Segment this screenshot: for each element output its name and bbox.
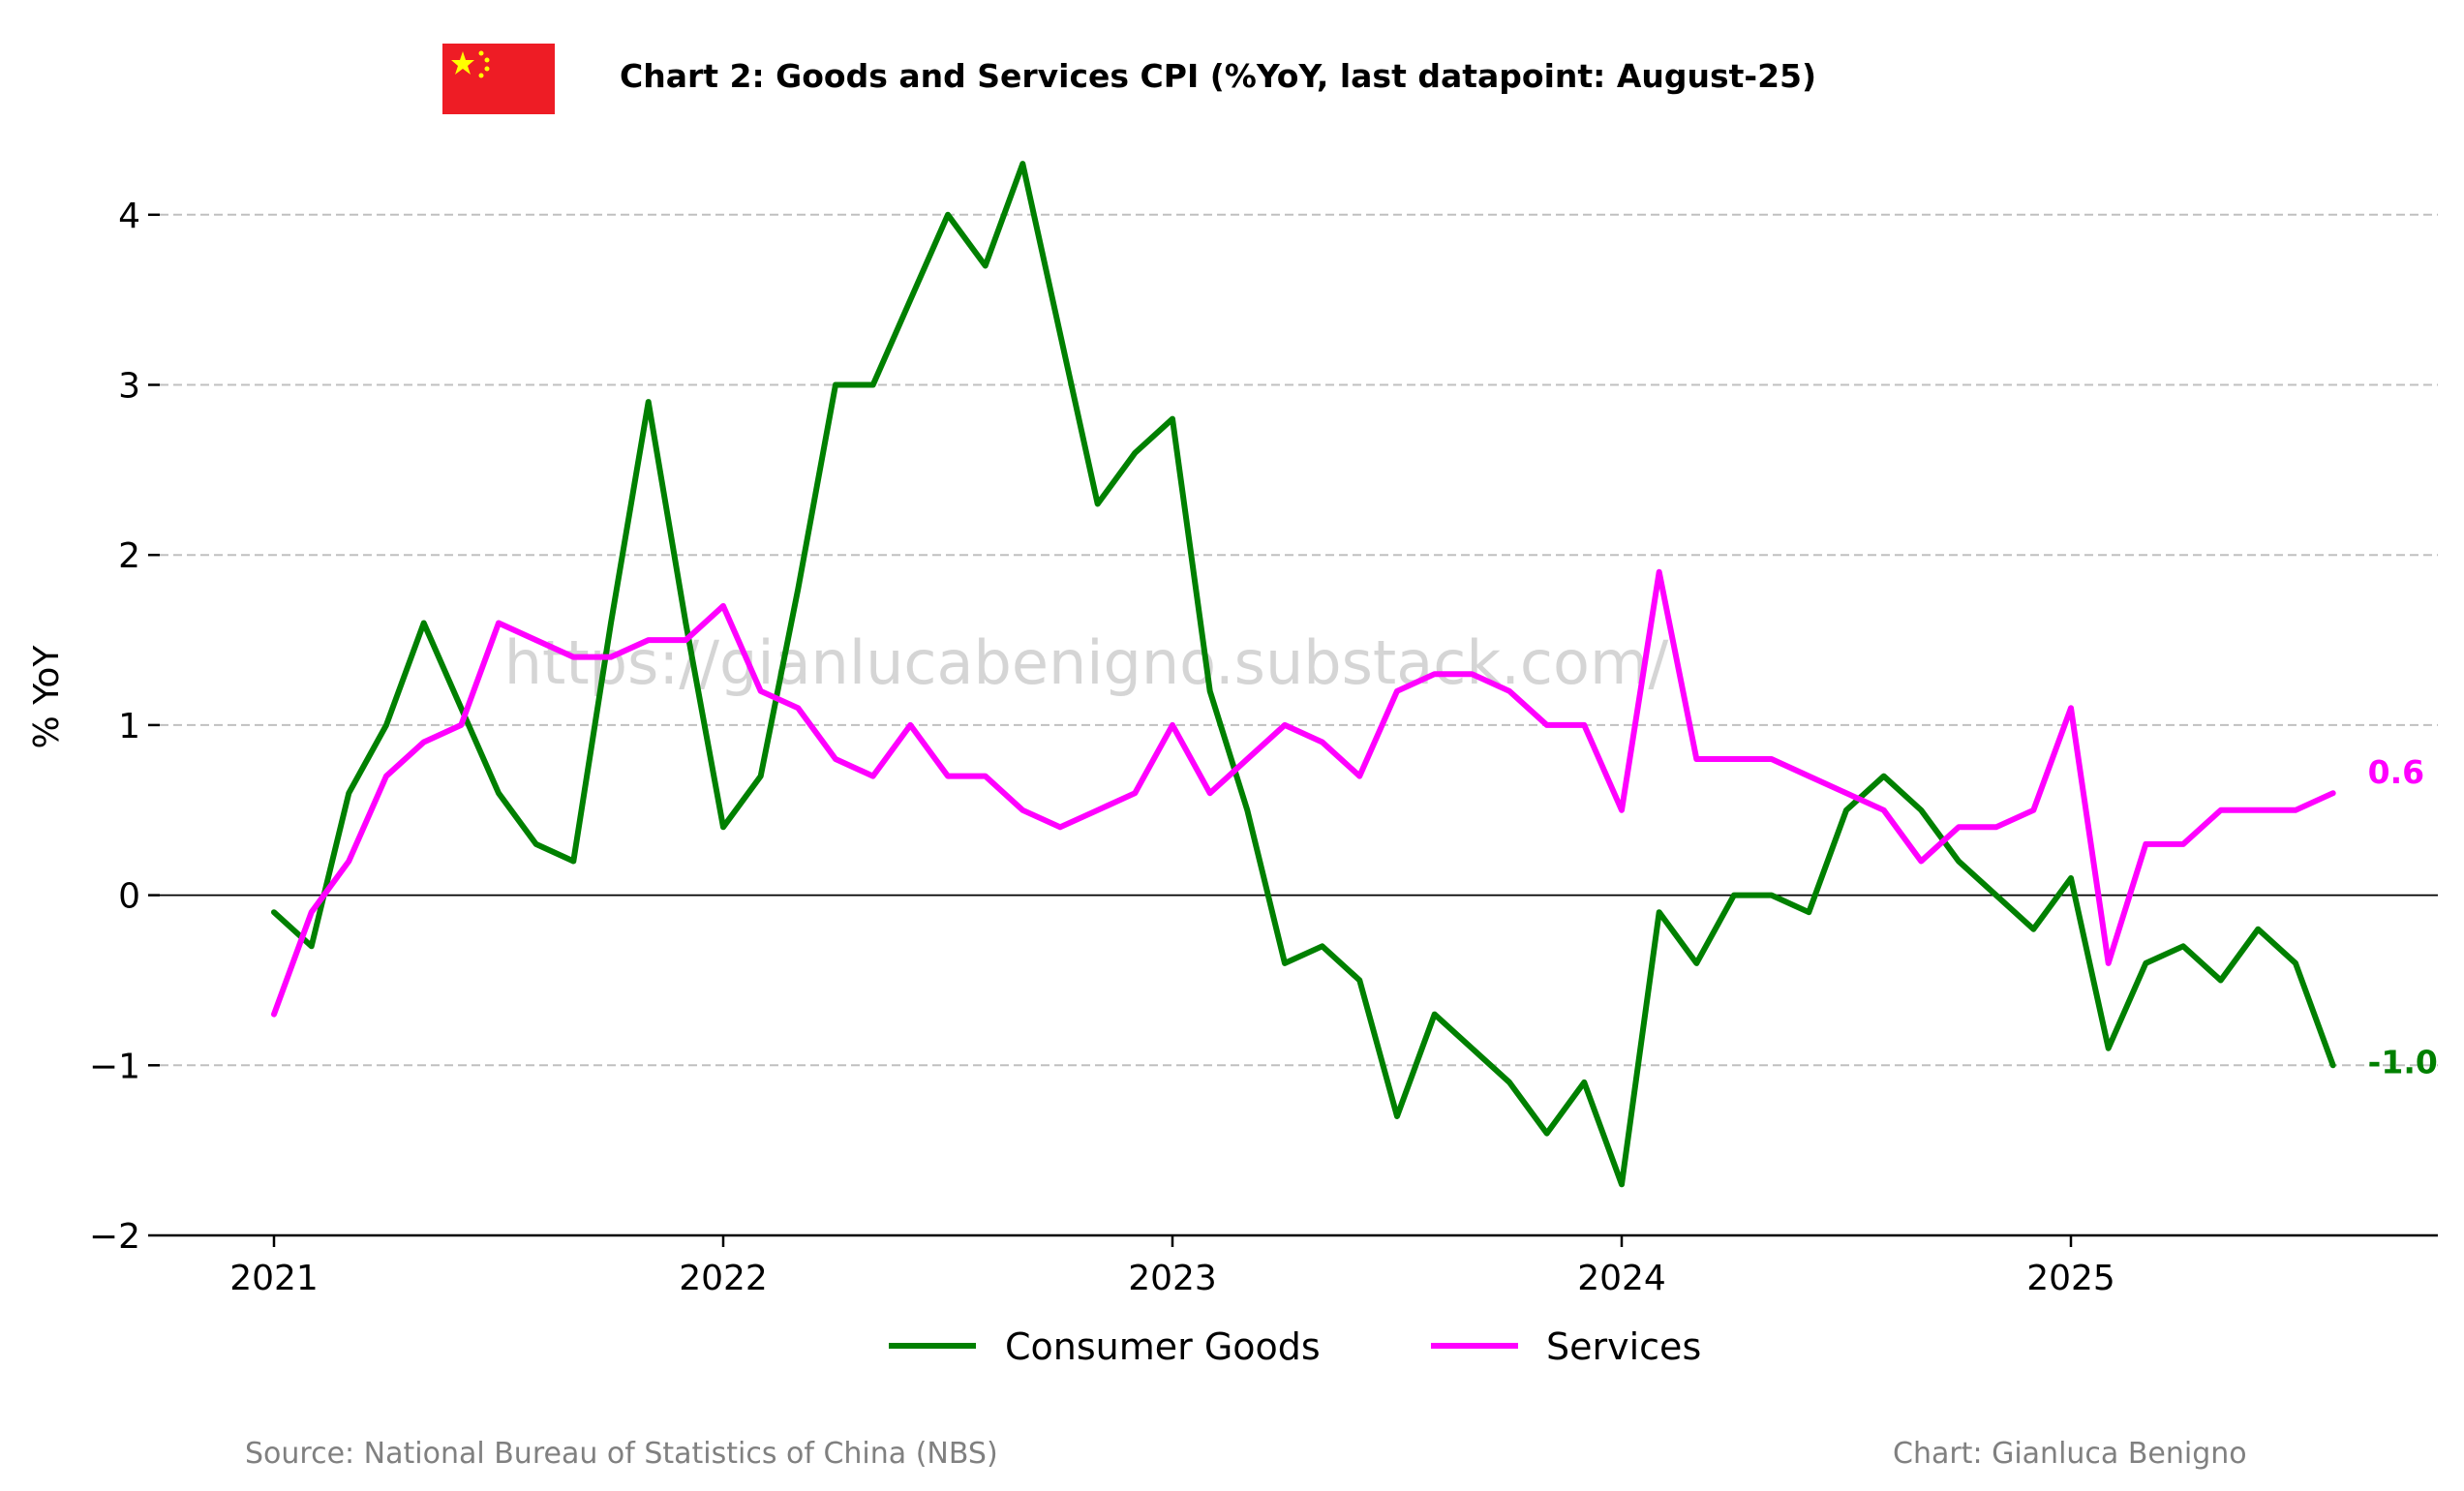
y-tick-label: −2	[89, 1217, 140, 1257]
y-tick-label: 1	[118, 707, 140, 746]
y-tick-label: 3	[118, 367, 140, 407]
y-axis-ticks: −2 −1 0 1 2 3 4	[89, 197, 160, 1257]
y-tick-label: 2	[118, 536, 140, 576]
series-line-consumer-goods	[271, 161, 2336, 1188]
y-axis-label: % YoY	[27, 645, 67, 749]
gridlines	[160, 213, 2438, 1067]
source-note: Source: National Bureau of Statistics of…	[245, 1437, 998, 1471]
y-tick-label: 4	[118, 197, 140, 236]
end-label-consumer-goods: -1.0	[2368, 1043, 2438, 1080]
legend-label-services: Services	[1546, 1325, 1701, 1368]
y-tick-label: −1	[89, 1047, 140, 1086]
x-tick-label: 2025	[2026, 1259, 2115, 1298]
x-axis-ticks: 2021 2022 2023 2024 2025	[229, 1235, 2115, 1298]
chart-title: Chart 2: Goods and Services CPI (%YoY, l…	[620, 57, 1816, 95]
x-tick-label: 2021	[229, 1259, 319, 1298]
x-tick-label: 2023	[1128, 1259, 1217, 1298]
legend-label-consumer-goods: Consumer Goods	[1005, 1325, 1321, 1368]
series-line-services	[271, 568, 2336, 1018]
legend: Consumer Goods Services	[889, 1325, 1701, 1368]
x-tick-label: 2024	[1577, 1259, 1666, 1298]
series-lines	[271, 161, 2336, 1188]
chart-credit: Chart: Gianluca Benigno	[1893, 1437, 2247, 1471]
x-tick-label: 2022	[679, 1259, 768, 1298]
china-flag-icon	[442, 44, 555, 114]
end-labels: -1.0 0.6	[2368, 753, 2438, 1080]
end-label-services: 0.6	[2368, 753, 2424, 791]
y-tick-label: 0	[118, 877, 140, 917]
